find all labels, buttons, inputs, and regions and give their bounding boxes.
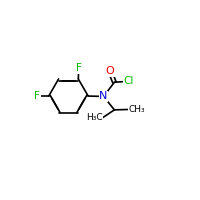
Text: H₃C: H₃C bbox=[86, 113, 103, 122]
Text: O: O bbox=[106, 66, 114, 76]
Text: Cl: Cl bbox=[123, 76, 134, 86]
Text: F: F bbox=[76, 63, 82, 73]
Text: CH₃: CH₃ bbox=[129, 105, 145, 114]
Text: F: F bbox=[34, 91, 40, 101]
Text: N: N bbox=[99, 91, 108, 101]
